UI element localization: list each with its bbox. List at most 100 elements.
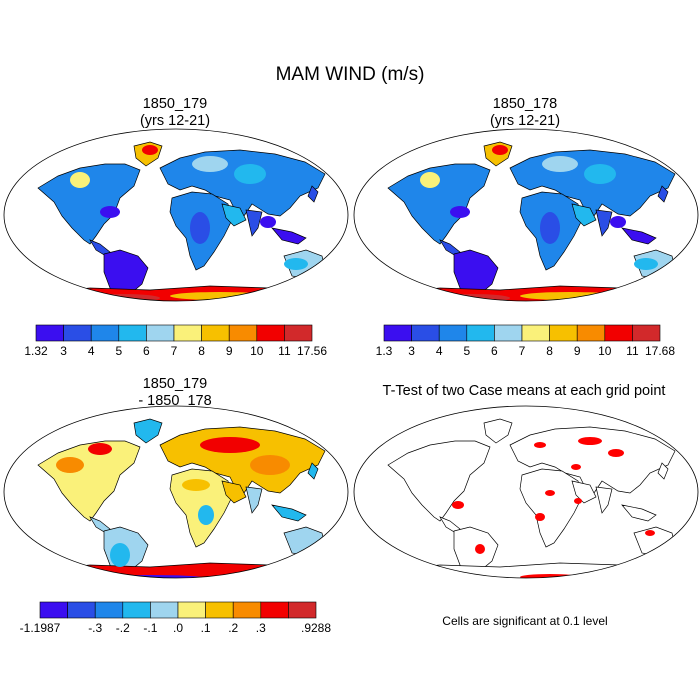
panel3-map-border [3, 405, 349, 579]
panel4-land-north-america [387, 440, 491, 522]
panel1-field-patch-0 [100, 206, 120, 218]
colorbar-box [150, 601, 179, 619]
colorbar-tick-label: 5 [115, 344, 122, 358]
colorbar-tick-label: 5 [463, 344, 470, 358]
panel1-field-patch-1 [70, 172, 90, 188]
colorbar-box [438, 324, 468, 342]
panel2-field-patch-6 [610, 216, 626, 228]
panel4-field-patch-9 [645, 530, 655, 536]
panel4-land-india [595, 486, 613, 514]
panel2-title: 1850_178 (yrs 12-21) [415, 96, 635, 130]
panel4-land-antarctica [389, 562, 681, 578]
colorbar-box [256, 324, 285, 342]
panel2-land-se-asia-islands [621, 227, 657, 245]
panel1-field-patch-10 [250, 294, 310, 301]
colorbar-panel2: 1.3 3 4 5 6 7 8 9 10 11 17.68 [376, 324, 675, 358]
colorbar-box [63, 324, 92, 342]
panel2-field-patch-9 [520, 292, 620, 300]
panel1-land-se-asia-islands [271, 227, 307, 245]
colorbar-box [383, 324, 412, 342]
colorbar-panel1: 1.32 3 4 5 6 7 8 9 10 11 17.56 [24, 324, 327, 358]
panel4-field-patch-0 [534, 442, 546, 448]
colorbar-tick-label: .9288 [301, 621, 331, 635]
colorbar-box [466, 324, 495, 342]
colorbar-tick-label: 17.56 [297, 344, 327, 358]
panel4-field-patch-1 [578, 437, 602, 445]
colorbar-tick-label: 11 [626, 344, 639, 358]
panel1-field-patch-6 [260, 216, 276, 228]
colorbar-tick-label: 9 [574, 344, 581, 358]
colorbar-tick-label: 8 [546, 344, 553, 358]
panel1-land-arabia [221, 203, 247, 227]
panel1-field-patch-9 [170, 292, 270, 300]
panel4-field-patch-5 [535, 513, 545, 521]
panel2-land-japan [657, 185, 669, 203]
colorbar-tick-label: .3 [256, 621, 266, 635]
panel4-field-patch-4 [545, 490, 555, 496]
panel1-title: 1850_179 (yrs 12-21) [65, 96, 285, 130]
panel2-field-patch-5 [540, 212, 560, 244]
colorbar-box [39, 601, 68, 619]
panel3-field-patch-5 [198, 505, 214, 525]
panel3-land-se-asia-islands [271, 504, 307, 522]
colorbar-tick-label: 7 [519, 344, 526, 358]
panel3-field-patch-2 [200, 437, 260, 453]
panel2-field-patch-1 [420, 172, 440, 188]
colorbar-box [205, 601, 234, 619]
colorbar-box [228, 324, 258, 342]
colorbar-box [260, 601, 289, 619]
panel4-field-patch-8 [475, 544, 485, 554]
panel4-land-japan [657, 462, 669, 480]
colorbar-box [177, 601, 206, 619]
colorbar-box [576, 324, 606, 342]
colorbar-tick-label: .2 [228, 621, 238, 635]
colorbar-tick-label: 10 [598, 344, 612, 358]
map-panel1-1850-179 [3, 128, 349, 302]
panel4-land-greenland [483, 418, 513, 444]
panel1-field-patch-7 [284, 258, 308, 270]
panel3-field-patch-0 [56, 457, 84, 473]
colorbar-box [201, 324, 230, 342]
panel3-land-arabia [221, 480, 247, 504]
colorbar-box [90, 324, 120, 342]
panel2-land-arabia [571, 203, 597, 227]
colorbar-panel3: -1.1987 -.3 -.2 -.1 .0 .1 .2 .3 .9288 [20, 601, 331, 635]
panel3-field-patch-8 [90, 575, 210, 578]
colorbar-box [67, 601, 96, 619]
panel4-field-patch-7 [452, 501, 464, 509]
colorbar-tick-label: 4 [436, 344, 443, 358]
panel3-land-india [245, 486, 263, 514]
colorbar-tick-label: 4 [88, 344, 95, 358]
panel1-map-border [3, 128, 349, 302]
panel2-title-line1: 1850_178 [492, 96, 558, 112]
panel1-field-patch-5 [190, 212, 210, 244]
colorbar-box [118, 324, 147, 342]
colorbar-box [146, 324, 175, 342]
panel3-title-line2: - 1850_178 [138, 393, 212, 409]
panel1-field-patch-3 [192, 156, 228, 172]
colorbar-box [494, 324, 523, 342]
panel4-land-eurasia [509, 426, 676, 494]
map-panel3-difference [3, 405, 349, 579]
panel2-field-patch-4 [584, 164, 616, 184]
colorbar-box [122, 601, 151, 619]
colorbar-box [232, 601, 262, 619]
colorbar-tick-label: -.1 [143, 621, 157, 635]
panel2-field-patch-2 [492, 145, 508, 155]
figure-title: MAM WIND (m/s) [275, 64, 425, 85]
panel2-title-line2: (yrs 12-21) [489, 113, 561, 129]
colorbar-tick-label: 6 [491, 344, 498, 358]
panel1-title-line2: (yrs 12-21) [139, 113, 211, 129]
colorbar-box [94, 601, 124, 619]
colorbar-tick-label: 6 [143, 344, 150, 358]
colorbar-tick-label: 3 [408, 344, 415, 358]
colorbar-box [549, 324, 578, 342]
panel3-title: 1850_179 - 1850_178 [65, 376, 285, 410]
panel2-field-patch-0 [450, 206, 470, 218]
colorbar-tick-label: 17.68 [645, 344, 675, 358]
panel3-title-line1: 1850_179 [142, 376, 208, 392]
colorbar-box [288, 601, 317, 619]
colorbar-box [632, 324, 661, 342]
colorbar-tick-label: 9 [226, 344, 233, 358]
panel3-field-patch-3 [250, 455, 290, 475]
